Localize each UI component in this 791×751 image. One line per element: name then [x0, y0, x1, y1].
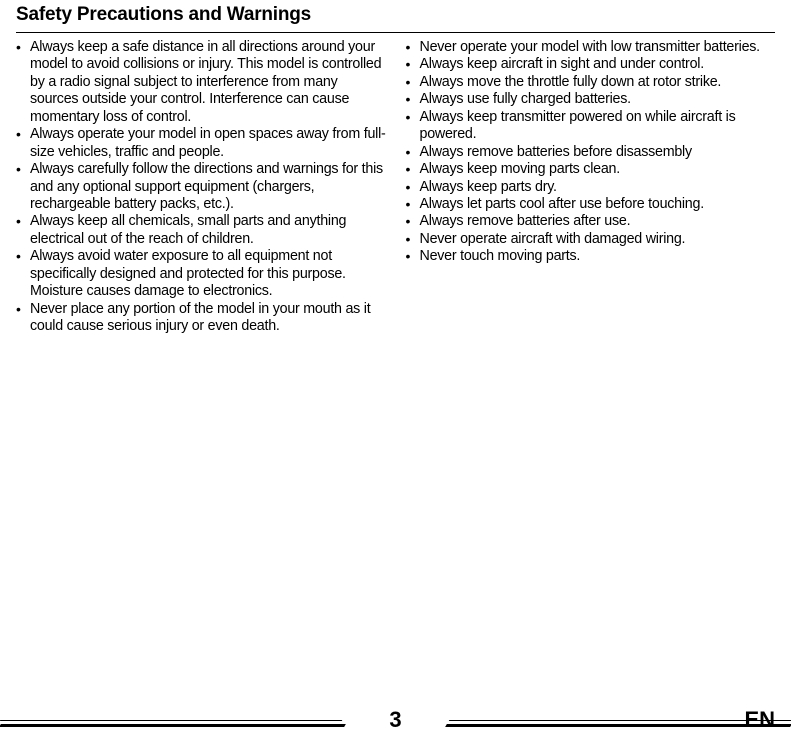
footer-decor-right-thin	[449, 720, 791, 721]
heading-rule	[16, 32, 775, 33]
safety-list-left: Always keep a safe distance in all direc…	[16, 39, 386, 335]
footer-decor-left-thin	[0, 720, 342, 721]
list-item: Never place any portion of the model in …	[16, 301, 386, 336]
list-item: Never touch moving parts.	[406, 248, 776, 265]
section-heading: Safety Precautions and Warnings	[16, 4, 775, 26]
list-item: Always keep aircraft in sight and under …	[406, 56, 776, 73]
left-column: Always keep a safe distance in all direc…	[16, 39, 386, 335]
manual-page: Safety Precautions and Warnings Always k…	[0, 0, 791, 335]
safety-list-right: Never operate your model with low transm…	[406, 39, 776, 266]
list-item: Always move the throttle fully down at r…	[406, 74, 776, 91]
page-number: 3	[389, 707, 401, 733]
two-column-layout: Always keep a safe distance in all direc…	[16, 39, 775, 335]
footer-decor-right	[445, 724, 791, 727]
list-item: Never operate aircraft with damaged wiri…	[406, 231, 776, 248]
right-column: Never operate your model with low transm…	[406, 39, 776, 335]
language-indicator: EN	[744, 707, 775, 733]
list-item: Always keep a safe distance in all direc…	[16, 39, 386, 126]
list-item: Always avoid water exposure to all equip…	[16, 248, 386, 300]
list-item: Always keep moving parts clean.	[406, 161, 776, 178]
list-item: Always keep transmitter powered on while…	[406, 109, 776, 144]
list-item: Always keep all chemicals, small parts a…	[16, 213, 386, 248]
list-item: Always use fully charged batteries.	[406, 91, 776, 108]
page-footer: 3 EN	[0, 703, 791, 733]
list-item: Always carefully follow the directions a…	[16, 161, 386, 213]
list-item: Always remove batteries after use.	[406, 213, 776, 230]
list-item: Never operate your model with low transm…	[406, 39, 776, 56]
list-item: Always remove batteries before disassemb…	[406, 144, 776, 161]
list-item: Always operate your model in open spaces…	[16, 126, 386, 161]
footer-decor-left	[0, 724, 346, 727]
list-item: Always let parts cool after use before t…	[406, 196, 776, 213]
list-item: Always keep parts dry.	[406, 179, 776, 196]
